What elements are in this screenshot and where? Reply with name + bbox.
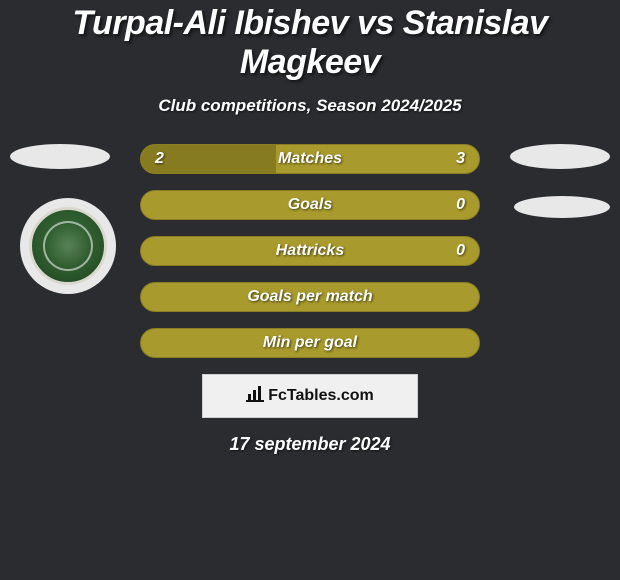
stat-row: 2Matches3 [140, 144, 480, 174]
page-title: Turpal-Ali Ibishev vs Stanislav Magkeev [0, 4, 620, 82]
player-right-placeholder-2 [514, 196, 610, 218]
stat-value-right: 3 [456, 145, 465, 173]
bar-chart-icon [246, 386, 264, 407]
stat-row: Goals per match [140, 282, 480, 312]
stat-label: Goals [141, 191, 479, 219]
stat-row: Goals0 [140, 190, 480, 220]
stat-label: Goals per match [141, 283, 479, 311]
attribution-label: FcTables.com [246, 386, 374, 407]
attribution-text: FcTables.com [268, 387, 374, 405]
stat-label: Hattricks [141, 237, 479, 265]
stat-value-right: 0 [456, 191, 465, 219]
stat-label: Min per goal [141, 329, 479, 357]
date-label: 17 september 2024 [0, 434, 620, 455]
stat-value-left: 2 [155, 145, 164, 173]
stat-bars: 2Matches3Goals0Hattricks0Goals per match… [140, 144, 480, 358]
stat-row: Min per goal [140, 328, 480, 358]
club-crest-icon [29, 207, 107, 285]
subtitle: Club competitions, Season 2024/2025 [0, 96, 620, 116]
attribution-box: FcTables.com [202, 374, 418, 418]
club-badge-left [20, 198, 116, 294]
player-left-placeholder [10, 144, 110, 169]
stat-value-right: 0 [456, 237, 465, 265]
player-right-placeholder [510, 144, 610, 169]
stat-row: Hattricks0 [140, 236, 480, 266]
comparison-card: Turpal-Ali Ibishev vs Stanislav Magkeev … [0, 0, 620, 455]
stats-area: 2Matches3Goals0Hattricks0Goals per match… [0, 144, 620, 358]
